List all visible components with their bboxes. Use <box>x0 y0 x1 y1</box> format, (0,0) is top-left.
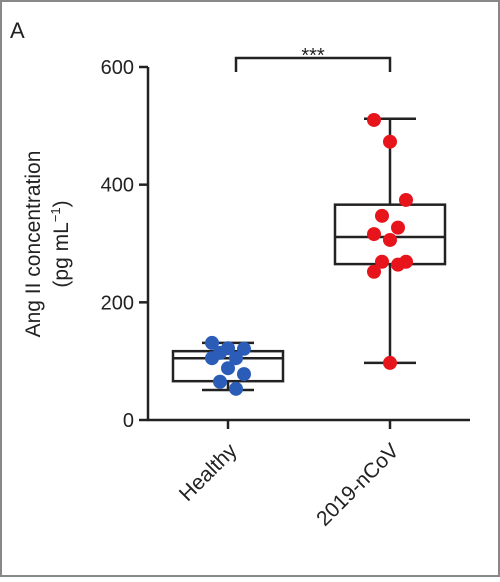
y-tick-label: 400 <box>101 175 134 197</box>
data-point <box>367 227 381 242</box>
y-label-line2: (pg mL−1) <box>48 200 73 287</box>
y-label-line1: Ang II concentration <box>22 151 45 338</box>
data-point <box>205 335 219 350</box>
data-point <box>213 374 227 389</box>
y-unit: (pg mL <box>50 222 73 287</box>
data-point <box>237 341 251 356</box>
data-point <box>221 361 235 376</box>
box <box>333 203 447 266</box>
y-unit-exp: −1 <box>48 207 63 222</box>
significance-bracket <box>234 56 392 72</box>
data-point <box>229 381 243 396</box>
data-point <box>391 220 405 235</box>
data-point <box>367 112 381 127</box>
data-point <box>383 134 397 149</box>
y-tick-label: 200 <box>101 292 134 314</box>
data-point <box>391 257 405 272</box>
data-point <box>229 351 243 366</box>
panel-label: A <box>10 18 25 43</box>
data-point <box>383 232 397 247</box>
data-point <box>367 264 381 279</box>
data-point <box>399 192 413 207</box>
data-point <box>237 367 251 382</box>
y-unit-close: ) <box>50 200 73 207</box>
y-tick-label: 600 <box>101 57 134 79</box>
data-point <box>375 254 389 269</box>
data-point <box>205 351 219 366</box>
significance-label: *** <box>301 45 325 67</box>
data-point <box>383 355 397 370</box>
data-point <box>375 208 389 223</box>
y-axis-title: Ang II concentration (pg mL−1) <box>22 151 73 338</box>
y-tick-label: 0 <box>123 410 134 432</box>
